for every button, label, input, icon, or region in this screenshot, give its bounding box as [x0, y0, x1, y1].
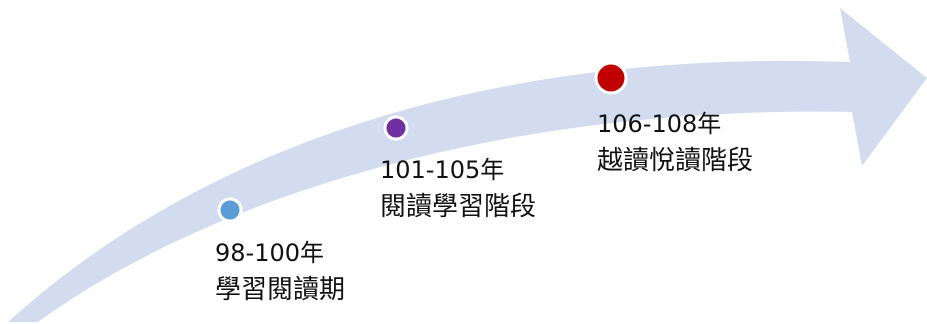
milestone-dot-101-105	[383, 115, 409, 141]
milestone-label-98-100: 98-100年 學習閱讀期	[215, 241, 345, 303]
milestone-range: 98-100年	[215, 239, 325, 267]
milestone-phase: 閱讀學習階段	[380, 192, 537, 222]
milestone-phase: 學習閱讀期	[215, 275, 346, 305]
curved-arrow-shape	[8, 8, 927, 322]
milestone-phase: 越讀悅讀階段	[597, 146, 754, 176]
milestone-dot-98-100	[217, 197, 243, 223]
milestone-range: 106-108年	[597, 110, 722, 138]
milestone-label-101-105: 101-105年 閱讀學習階段	[380, 158, 536, 220]
milestone-dot-106-108	[594, 61, 628, 95]
milestone-label-106-108: 106-108年 越讀悅讀階段	[597, 112, 753, 174]
milestone-range: 101-105年	[380, 156, 505, 184]
